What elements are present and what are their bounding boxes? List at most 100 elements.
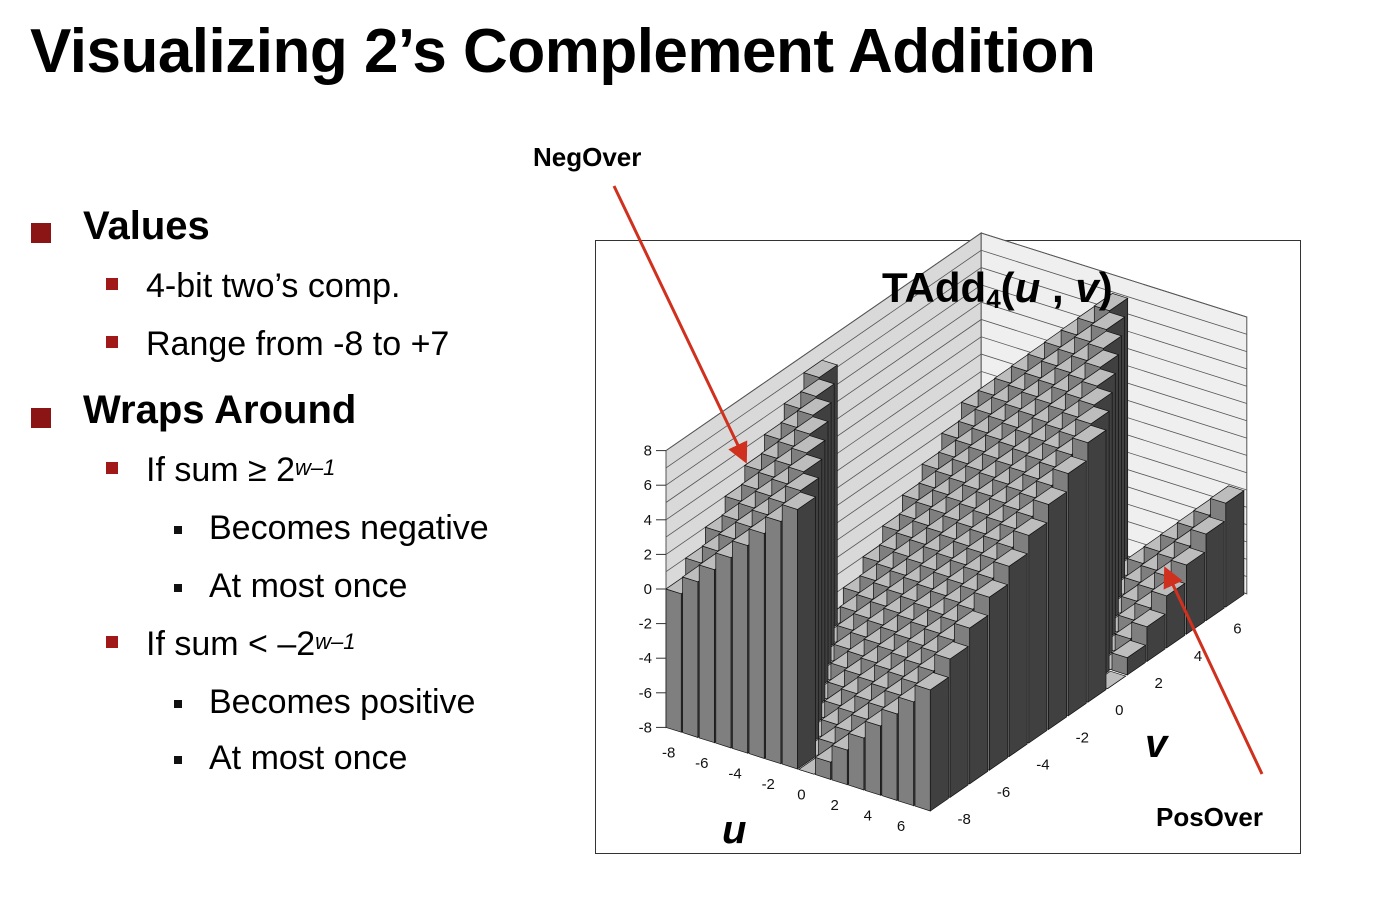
chart-ticks: -8 -6 -4 -2 0 2 4 6 8 -8 -6 -4 -2 0 2 4 6 -8 -6 -4 -2 0 2 4 6 [639, 443, 1242, 835]
sum-lt-exponent: w–1 [315, 629, 356, 654]
sub-bullet-range: Range from -8 to +7 [146, 325, 450, 363]
bar-front-face [848, 732, 865, 791]
bar-top-face [953, 610, 989, 629]
bar-top-face [1078, 387, 1113, 406]
sub-sub-bullet-once-2: At most once [209, 739, 408, 777]
v-tick-label: 4 [1194, 648, 1202, 665]
v-tick-label: -2 [1076, 729, 1089, 746]
bar-side-face [1028, 522, 1048, 744]
bar-top-face [1032, 486, 1068, 505]
bar-top-face [1052, 455, 1088, 474]
bar-front-face [864, 720, 881, 796]
chart-title-close: ) [1098, 264, 1113, 311]
bar-top-face [784, 472, 820, 491]
sub-sub-bullet-negative: Becomes negative [209, 509, 489, 547]
bar-front-face [732, 540, 749, 754]
bar-front-face [914, 684, 931, 812]
sub-bullet-sum-ge: If sum ≥ 2w–1 [146, 451, 335, 490]
bar-front-face [765, 516, 782, 765]
sub-bullet-marker [106, 278, 118, 290]
u-tick-label: -6 [695, 755, 708, 772]
sub-bullet-marker [106, 636, 118, 648]
bar-side-face [969, 614, 989, 785]
chart-title-subscript: 4 [986, 284, 1001, 314]
sub-sub-bullet-marker [174, 756, 182, 764]
u-tick-label: 0 [797, 787, 805, 804]
sub-sub-bullet-marker [174, 526, 182, 534]
chart-title-open: ( [1000, 264, 1015, 311]
bar-top-face [1111, 639, 1147, 659]
v-tick-label: -8 [957, 811, 970, 828]
bar-u7-v-8 [914, 672, 950, 812]
z-tick-label: -4 [639, 650, 652, 667]
bullet-marker [31, 223, 51, 243]
bar-top-face [787, 454, 823, 473]
bar-front-face [748, 528, 765, 759]
callout-arrows [612, 185, 1264, 775]
bar-side-face [929, 676, 949, 812]
bar-u7-v3 [1130, 609, 1166, 663]
bar-top-face [1190, 516, 1225, 535]
bar-top-face [933, 641, 969, 660]
z-tick-label: 6 [644, 477, 652, 494]
posover-label: PosOver [1156, 802, 1263, 832]
bar-top-face [1074, 406, 1110, 425]
bar-side-face [1048, 491, 1067, 731]
bar-top-face [1071, 424, 1107, 444]
chart-title-comma: , [1040, 264, 1076, 311]
bar-front-face [715, 552, 732, 749]
bar-side-face [1205, 520, 1225, 622]
sub-bullet-marker [106, 336, 118, 348]
bar-top-face [781, 491, 817, 510]
bar-top-face [1090, 311, 1126, 330]
sum-ge-exponent: w–1 [295, 455, 336, 480]
bar-top-face [1209, 485, 1245, 504]
z-tick-label: 4 [644, 512, 652, 529]
bar-top-face [973, 579, 1009, 598]
v-tick-label: 2 [1154, 675, 1162, 692]
u-tick-label: 6 [897, 818, 905, 835]
sub-sub-bullet-once-1: At most once [209, 567, 408, 605]
bar-side-face [1067, 460, 1087, 717]
u-tick-label: 2 [830, 797, 838, 814]
bullet-wraps-around: Wraps Around [83, 388, 357, 432]
bar-top-face [1170, 547, 1206, 566]
z-tick-label: 2 [644, 546, 652, 563]
bar-front-face [781, 504, 798, 770]
z-tick-label: 0 [644, 581, 652, 598]
u-tick-label: -2 [762, 776, 775, 793]
bar-top-face [790, 435, 826, 454]
bar-top-face [1130, 609, 1166, 628]
bar-front-face [665, 588, 682, 733]
sub-bullet-sum-lt: If sum < –2w–1 [146, 625, 356, 664]
sub-sub-bullet-marker [174, 584, 182, 592]
sum-lt-text: If sum < –2 [146, 625, 316, 663]
bar-top-face [800, 378, 835, 397]
bar-side-face [949, 645, 969, 799]
slide-title: Visualizing 2’s Complement Addition [30, 17, 1096, 86]
bar-top-face [1087, 330, 1123, 349]
u-tick-label: -4 [728, 766, 741, 783]
v-axis-title: v [1145, 722, 1168, 766]
bar-side-face [797, 496, 816, 770]
bar-front-face [831, 744, 848, 786]
u-tick-label: 4 [864, 808, 872, 825]
bar-top-face [993, 548, 1028, 567]
bar-top-face [1081, 368, 1117, 387]
chart-title-main: TAdd [882, 264, 987, 311]
bar-top-face [796, 397, 832, 416]
sub-bullet-4bit: 4-bit two’s comp. [146, 267, 401, 305]
bar-front-face [698, 564, 715, 744]
z-tick-label: 8 [644, 443, 652, 460]
negover-arrow [612, 185, 748, 464]
v-tick-label: 6 [1233, 621, 1241, 638]
gridline [665, 249, 1247, 469]
sub-sub-bullet-positive: Becomes positive [209, 683, 476, 721]
posover-arrow [1163, 566, 1264, 775]
bar-u7-v2 [1111, 639, 1147, 676]
gridline [665, 232, 1247, 451]
bar-top-face [914, 672, 950, 691]
chart-title-u: u [1014, 264, 1041, 311]
bar-top-face [1084, 349, 1120, 368]
z-tick-label: -2 [639, 616, 652, 633]
